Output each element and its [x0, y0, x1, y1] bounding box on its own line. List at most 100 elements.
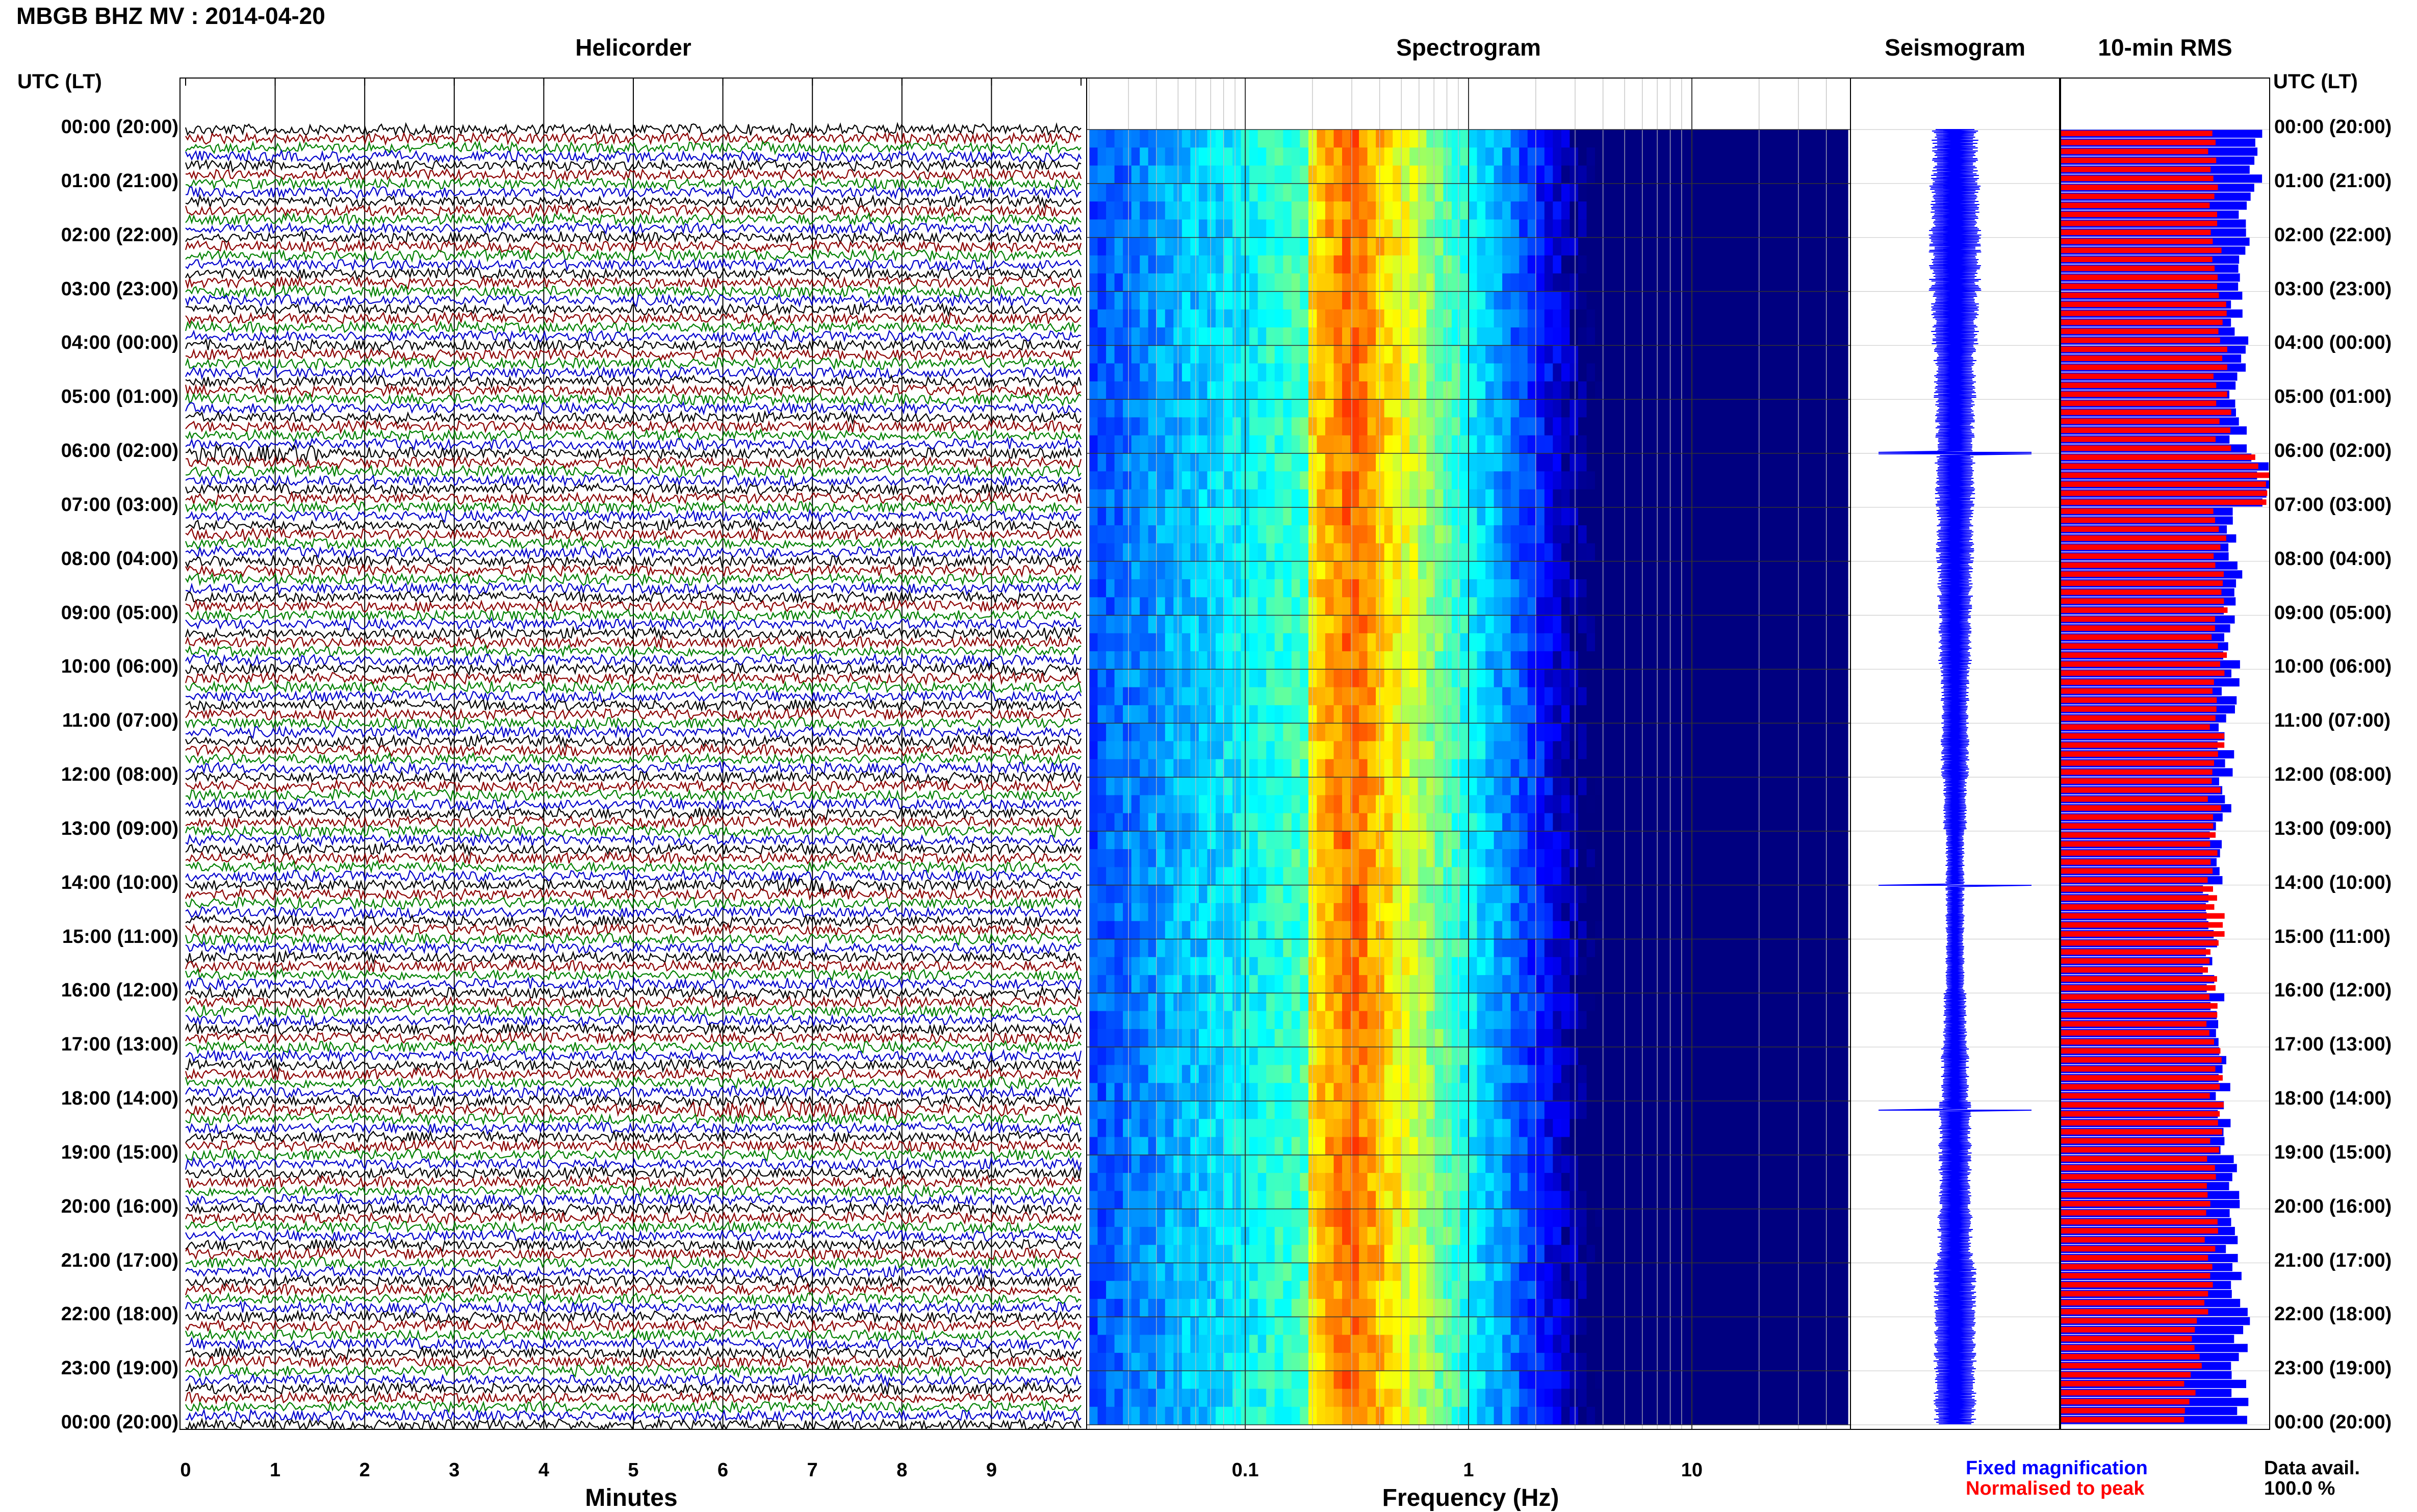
- spectrogram-cell: [1224, 723, 1233, 741]
- spectrogram-cell: [1317, 292, 1325, 310]
- spectrogram-cell: [1721, 381, 1730, 400]
- spectrogram-cell: [1721, 1065, 1730, 1083]
- spectrogram-cell: [1772, 921, 1781, 939]
- spectrogram-cell: [1477, 184, 1486, 202]
- spectrogram-cell: [1190, 687, 1199, 706]
- spectrogram-cell: [1148, 507, 1157, 526]
- spectrogram-cell: [1140, 453, 1148, 472]
- spectrogram-cell: [1435, 633, 1444, 652]
- spectrogram-cell: [1258, 417, 1267, 435]
- spectrogram-cell: [1283, 417, 1292, 435]
- spectrogram-cell: [1713, 525, 1722, 544]
- spectrogram-cell: [1553, 795, 1561, 813]
- spectrogram-cell: [1199, 471, 1207, 490]
- spectrogram-cell: [1089, 1047, 1098, 1065]
- spectrogram-cell: [1738, 471, 1747, 490]
- spectrogram-cell: [1393, 130, 1401, 148]
- spectrogram-cell: [1460, 490, 1469, 508]
- spectrogram-cell: [1519, 381, 1528, 400]
- spectrogram-cell: [1637, 939, 1646, 958]
- spectrogram-cell: [1637, 364, 1646, 382]
- spectrogram-cell: [1409, 184, 1418, 202]
- spectrogram-cell: [1545, 579, 1553, 598]
- spectrogram-cell: [1435, 292, 1444, 310]
- spectrogram-cell: [1662, 616, 1671, 634]
- spectrogram-cell: [1376, 471, 1384, 490]
- spectrogram-cell: [1730, 381, 1739, 400]
- spectrogram-cell: [1216, 759, 1224, 778]
- spectrogram-cell: [1460, 417, 1469, 435]
- spectrogram-cell: [1401, 364, 1410, 382]
- spectrogram-cell: [1662, 669, 1671, 687]
- time-label-left: 01:00 (21:00): [61, 170, 178, 192]
- spectrogram-cell: [1545, 831, 1553, 850]
- spectrogram-cell: [1705, 381, 1713, 400]
- spectrogram-cell: [1401, 1011, 1410, 1030]
- spectrogram-cell: [1662, 507, 1671, 526]
- spectrogram-cell: [1317, 471, 1325, 490]
- spectrogram-cell: [1199, 957, 1207, 976]
- spectrogram-cell: [1443, 1065, 1452, 1083]
- spectrogram-cell: [1089, 399, 1098, 418]
- spectrogram-cell: [1629, 327, 1637, 346]
- spectrogram-cell: [1165, 255, 1174, 274]
- spectrogram-cell: [1502, 399, 1511, 418]
- spectrogram-cell: [1806, 723, 1814, 741]
- spectrogram-cell: [1570, 310, 1578, 328]
- spectrogram-cell: [1545, 669, 1553, 687]
- spectrogram-cell: [1553, 327, 1561, 346]
- spectrogram-cell: [1376, 255, 1384, 274]
- spectrogram-cell: [1629, 579, 1637, 598]
- spectrogram-cell: [1755, 345, 1764, 364]
- spectrogram-cell: [1696, 957, 1705, 976]
- spectrogram-cell: [1696, 543, 1705, 561]
- spectrogram-cell: [1772, 327, 1781, 346]
- spectrogram-cell: [1645, 364, 1654, 382]
- spectrogram-cell: [1654, 1047, 1663, 1065]
- spectrogram-cell: [1705, 166, 1713, 184]
- spectrogram-cell: [1595, 364, 1604, 382]
- spectrogram-cell: [1098, 579, 1107, 598]
- spectrogram-cell: [1334, 777, 1343, 796]
- spectrogram-cell: [1148, 957, 1157, 976]
- spectrogram-cell: [1089, 201, 1098, 220]
- spectrogram-cell: [1435, 1029, 1444, 1047]
- spectrogram-cell: [1258, 1011, 1267, 1030]
- spectrogram-cell: [1536, 597, 1545, 616]
- spectrogram-cell: [1190, 723, 1199, 741]
- spectrogram-cell: [1148, 345, 1157, 364]
- spectrogram-cell: [1258, 507, 1267, 526]
- rms-title: 10-min RMS: [2098, 34, 2232, 61]
- spectrogram-cell: [1831, 867, 1840, 885]
- spectrogram-cell: [1140, 219, 1148, 238]
- spectrogram-cell: [1165, 1047, 1174, 1065]
- spectrogram-cell: [1435, 777, 1444, 796]
- spectrogram-cell: [1115, 1011, 1123, 1030]
- spectrogram-cell: [1545, 939, 1553, 958]
- spectrogram-cell: [1612, 364, 1621, 382]
- spectrogram-cell: [1570, 1011, 1578, 1030]
- spectrogram-cell: [1325, 561, 1334, 580]
- spectrogram-cell: [1258, 219, 1267, 238]
- spectrogram-cell: [1334, 1047, 1343, 1065]
- spectrogram-cell: [1477, 777, 1486, 796]
- spectrogram-cell: [1292, 741, 1300, 759]
- spectrogram-cell: [1190, 579, 1199, 598]
- spectrogram-cell: [1738, 777, 1747, 796]
- spectrogram-cell: [1637, 561, 1646, 580]
- spectrogram-cell: [1249, 292, 1258, 310]
- spectrogram-cell: [1106, 561, 1115, 580]
- spectrogram-cell: [1781, 579, 1789, 598]
- spectrogram-cell: [1292, 238, 1300, 256]
- spectrogram-cell: [1089, 364, 1098, 382]
- spectrogram-cell: [1460, 831, 1469, 850]
- spectrogram-cell: [1165, 975, 1174, 993]
- spectrogram-cell: [1721, 597, 1730, 616]
- spectrogram-cell: [1561, 255, 1570, 274]
- spectrogram-cell: [1806, 327, 1814, 346]
- spectrogram-cell: [1216, 147, 1224, 166]
- spectrogram-cell: [1452, 1065, 1460, 1083]
- spectrogram-cell: [1098, 616, 1107, 634]
- spectrogram-cell: [1679, 849, 1688, 867]
- spectrogram-cell: [1772, 184, 1781, 202]
